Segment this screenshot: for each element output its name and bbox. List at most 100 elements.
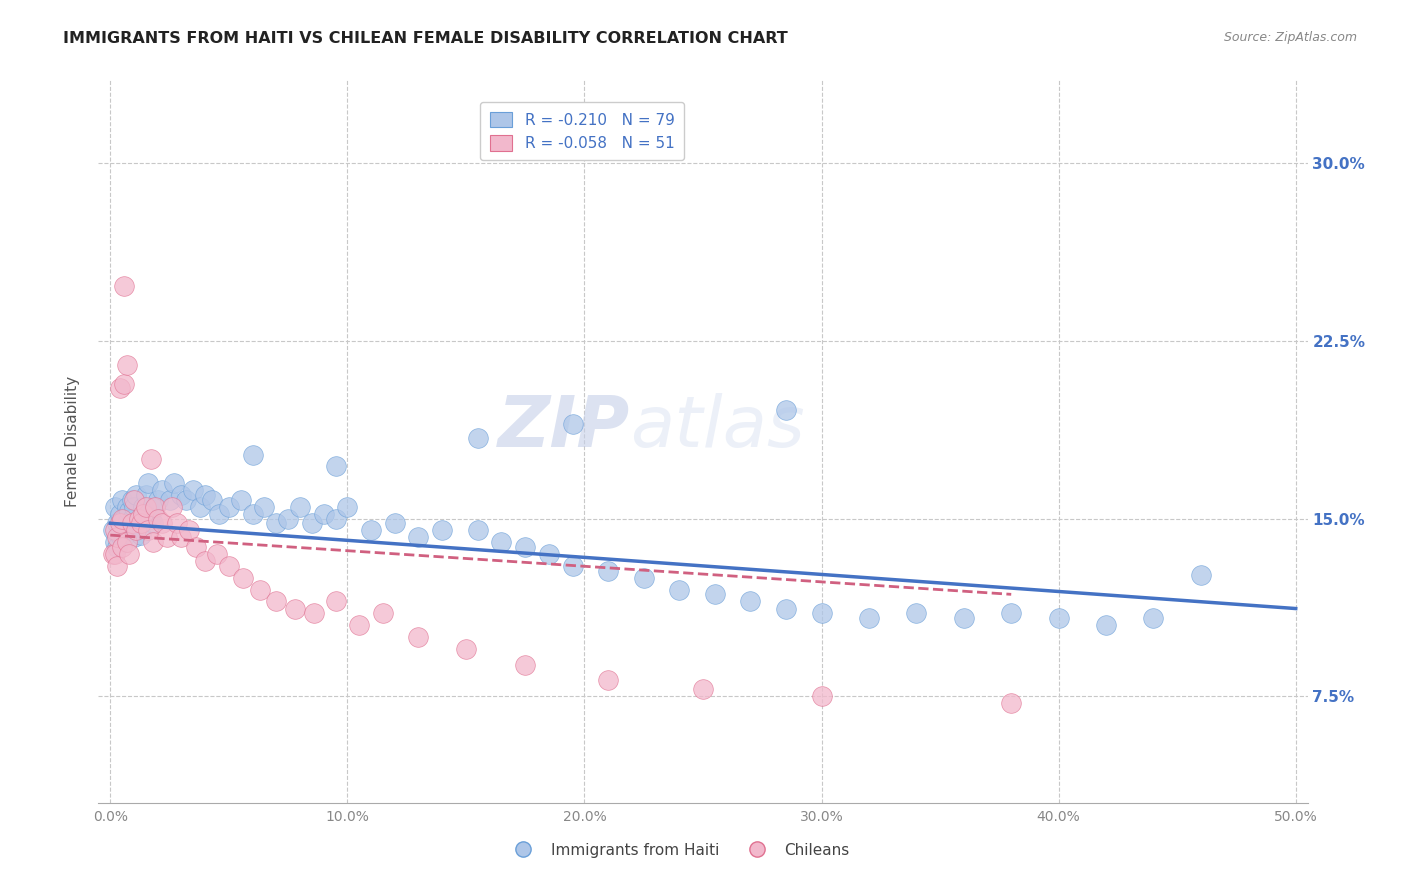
Point — [408, 630, 430, 644]
Point — [775, 601, 797, 615]
Point — [118, 524, 141, 538]
Point — [598, 564, 620, 578]
Point — [467, 431, 489, 445]
Point — [384, 516, 406, 531]
Point — [163, 475, 186, 490]
Point — [128, 516, 150, 531]
Point — [858, 611, 880, 625]
Point — [190, 500, 212, 514]
Text: Source: ZipAtlas.com: Source: ZipAtlas.com — [1223, 31, 1357, 45]
Point — [301, 516, 323, 531]
Point — [139, 511, 162, 525]
Point — [277, 511, 299, 525]
Point — [142, 516, 165, 531]
Point — [692, 682, 714, 697]
Point — [118, 504, 141, 518]
Point — [104, 524, 127, 538]
Point — [108, 507, 131, 521]
Point — [125, 488, 148, 502]
Point — [537, 547, 560, 561]
Point — [633, 571, 655, 585]
Point — [146, 511, 169, 525]
Point — [128, 511, 150, 525]
Point — [668, 582, 690, 597]
Point — [1000, 696, 1022, 710]
Point — [152, 516, 174, 531]
Point — [122, 500, 145, 514]
Point — [264, 516, 287, 531]
Point — [253, 500, 276, 514]
Point — [184, 540, 207, 554]
Point — [312, 507, 335, 521]
Point — [156, 531, 179, 545]
Point — [201, 492, 224, 507]
Point — [132, 500, 155, 514]
Point — [166, 516, 188, 531]
Point — [111, 511, 134, 525]
Point — [242, 507, 264, 521]
Point — [810, 689, 832, 703]
Point — [121, 511, 143, 525]
Point — [515, 658, 537, 673]
Point — [108, 528, 131, 542]
Point — [105, 540, 128, 554]
Point — [1142, 611, 1164, 625]
Point — [288, 500, 311, 514]
Point — [105, 558, 128, 573]
Text: IMMIGRANTS FROM HAITI VS CHILEAN FEMALE DISABILITY CORRELATION CHART: IMMIGRANTS FROM HAITI VS CHILEAN FEMALE … — [63, 31, 787, 46]
Point — [703, 587, 725, 601]
Point — [111, 518, 134, 533]
Legend: Immigrants from Haiti, Chileans: Immigrants from Haiti, Chileans — [502, 837, 856, 863]
Point — [135, 488, 157, 502]
Point — [177, 524, 200, 538]
Point — [143, 500, 166, 514]
Point — [142, 535, 165, 549]
Point — [302, 607, 325, 621]
Point — [136, 524, 159, 538]
Point — [122, 531, 145, 545]
Point — [104, 500, 127, 514]
Point — [181, 483, 204, 497]
Point — [810, 607, 832, 621]
Point — [408, 531, 430, 545]
Point — [136, 475, 159, 490]
Point — [111, 540, 134, 554]
Point — [159, 492, 181, 507]
Point — [1189, 568, 1212, 582]
Point — [598, 673, 620, 687]
Point — [454, 641, 477, 656]
Point — [360, 524, 382, 538]
Point — [170, 531, 193, 545]
Point — [325, 594, 347, 608]
Point — [775, 402, 797, 417]
Point — [218, 558, 240, 573]
Point — [325, 511, 347, 525]
Point — [952, 611, 974, 625]
Point — [347, 618, 370, 632]
Point — [129, 516, 152, 531]
Point — [249, 582, 271, 597]
Point — [174, 492, 197, 507]
Point — [105, 516, 128, 531]
Y-axis label: Female Disability: Female Disability — [65, 376, 80, 508]
Point — [104, 547, 127, 561]
Point — [111, 492, 134, 507]
Point — [152, 483, 174, 497]
Point — [205, 547, 228, 561]
Point — [143, 500, 166, 514]
Point — [208, 507, 231, 521]
Point — [371, 607, 394, 621]
Point — [115, 358, 138, 372]
Point — [139, 452, 162, 467]
Point — [115, 535, 138, 549]
Point — [115, 516, 138, 531]
Point — [561, 417, 583, 431]
Point — [101, 524, 124, 538]
Point — [114, 279, 136, 293]
Point — [135, 500, 157, 514]
Point — [432, 524, 454, 538]
Point — [121, 492, 143, 507]
Point — [105, 531, 128, 545]
Point — [515, 540, 537, 554]
Text: ZIP: ZIP — [498, 392, 630, 461]
